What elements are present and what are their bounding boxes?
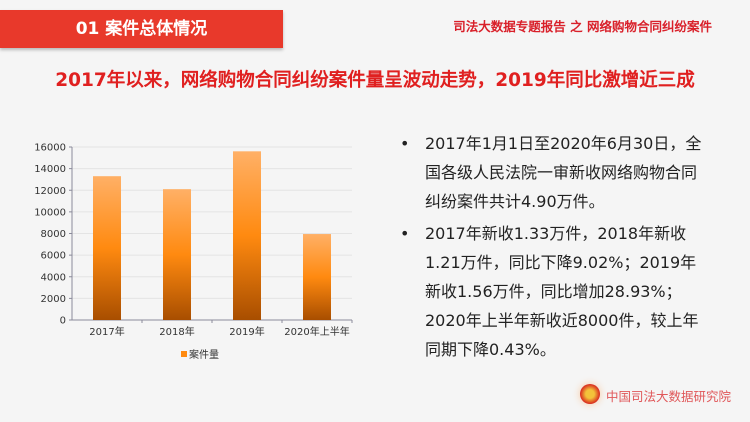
- bullet-item: • 2017年1月1日至2020年6月30日，全国各级人民法院一审新收网络购物合同…: [398, 129, 708, 216]
- x-tick-label: 2020年上半年: [284, 325, 349, 338]
- bar: [233, 151, 261, 320]
- y-tick-label: 8000: [41, 229, 66, 240]
- y-tick-label: 16000: [34, 143, 66, 154]
- x-tick-label: 2018年: [159, 325, 194, 338]
- bar: [93, 176, 121, 320]
- bar: [303, 234, 331, 320]
- legend-label: 案件量: [189, 348, 219, 361]
- headline: 2017年以来，网络购物合同纠纷案件量呈波动走势，2019年同比激增近三成: [55, 70, 695, 91]
- y-tick-label: 2000: [41, 294, 66, 305]
- section-title-banner: 01 案件总体情况: [0, 10, 283, 48]
- x-tick-label: 2019年: [229, 325, 264, 338]
- bullet-item: • 2017年新收1.33万件，2018年新收1.21万件，同比下降9.02%；2…: [398, 219, 708, 364]
- bullet-dot-icon: •: [400, 224, 410, 243]
- y-tick-label: 14000: [34, 164, 66, 175]
- y-tick-label: 0: [60, 316, 66, 327]
- report-title: 司法大数据专题报告 之 网络购物合同纠纷案件: [453, 19, 712, 34]
- y-tick-label: 6000: [41, 251, 66, 262]
- bullet-list: • 2017年1月1日至2020年6月30日，全国各级人民法院一审新收网络购物合同…: [398, 129, 708, 367]
- x-tick-label: 2017年: [89, 325, 124, 338]
- bar: [163, 189, 191, 320]
- court-emblem-icon: [580, 384, 600, 404]
- bullet-dot-icon: •: [400, 134, 410, 153]
- y-tick-label: 12000: [34, 186, 66, 197]
- y-tick-label: 4000: [41, 272, 66, 283]
- legend-swatch: [181, 351, 187, 357]
- org-name: 中国司法大数据研究院: [606, 389, 732, 404]
- y-tick-label: 10000: [34, 207, 66, 218]
